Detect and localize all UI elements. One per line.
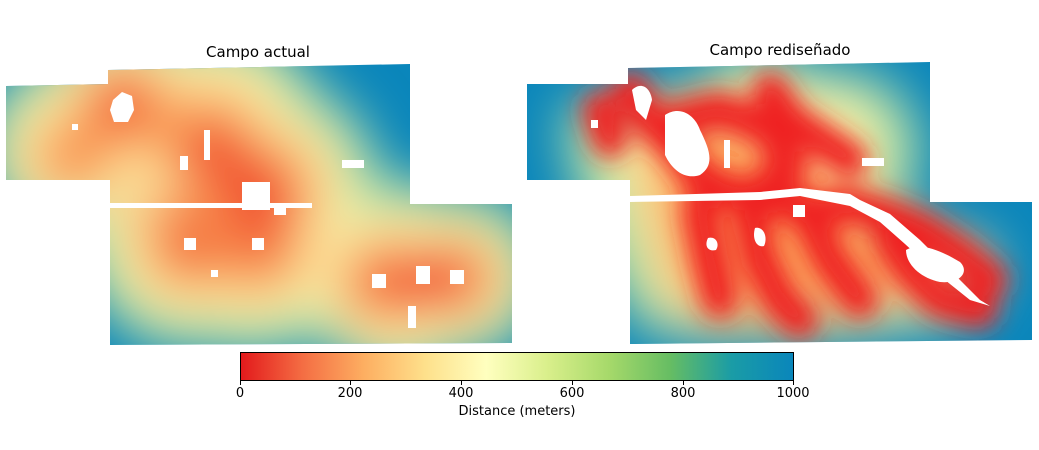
- colorbar-tick-label: 400: [448, 386, 474, 401]
- colorbar-tick-label: 600: [559, 386, 585, 401]
- colorbar-tick-label: 1000: [776, 386, 810, 401]
- colorbar-tick: [350, 381, 351, 385]
- colorbar-tick: [572, 381, 573, 385]
- colorbar: [240, 352, 794, 381]
- obstacles-left: [72, 92, 464, 328]
- colorbar-tick: [240, 381, 241, 385]
- colorbar-gradient: [240, 352, 794, 381]
- map-campo-actual: [6, 64, 512, 345]
- colorbar-tick: [793, 381, 794, 385]
- panel-title-actual: Campo actual: [206, 43, 310, 61]
- colorbar-tick-label: 800: [670, 386, 696, 401]
- obstacles-right: [591, 85, 990, 306]
- colorbar-tick-label: 0: [235, 386, 245, 401]
- panel-title-redisenado: Campo rediseñado: [709, 41, 851, 59]
- colorbar-label: Distance (meters): [458, 404, 576, 419]
- map-campo-redisenado: [527, 62, 1032, 344]
- colorbar-tick: [461, 381, 462, 385]
- colorbar-tick-label: 200: [337, 386, 363, 401]
- colorbar-tick: [683, 381, 684, 385]
- distance-gradient-left: [6, 64, 512, 345]
